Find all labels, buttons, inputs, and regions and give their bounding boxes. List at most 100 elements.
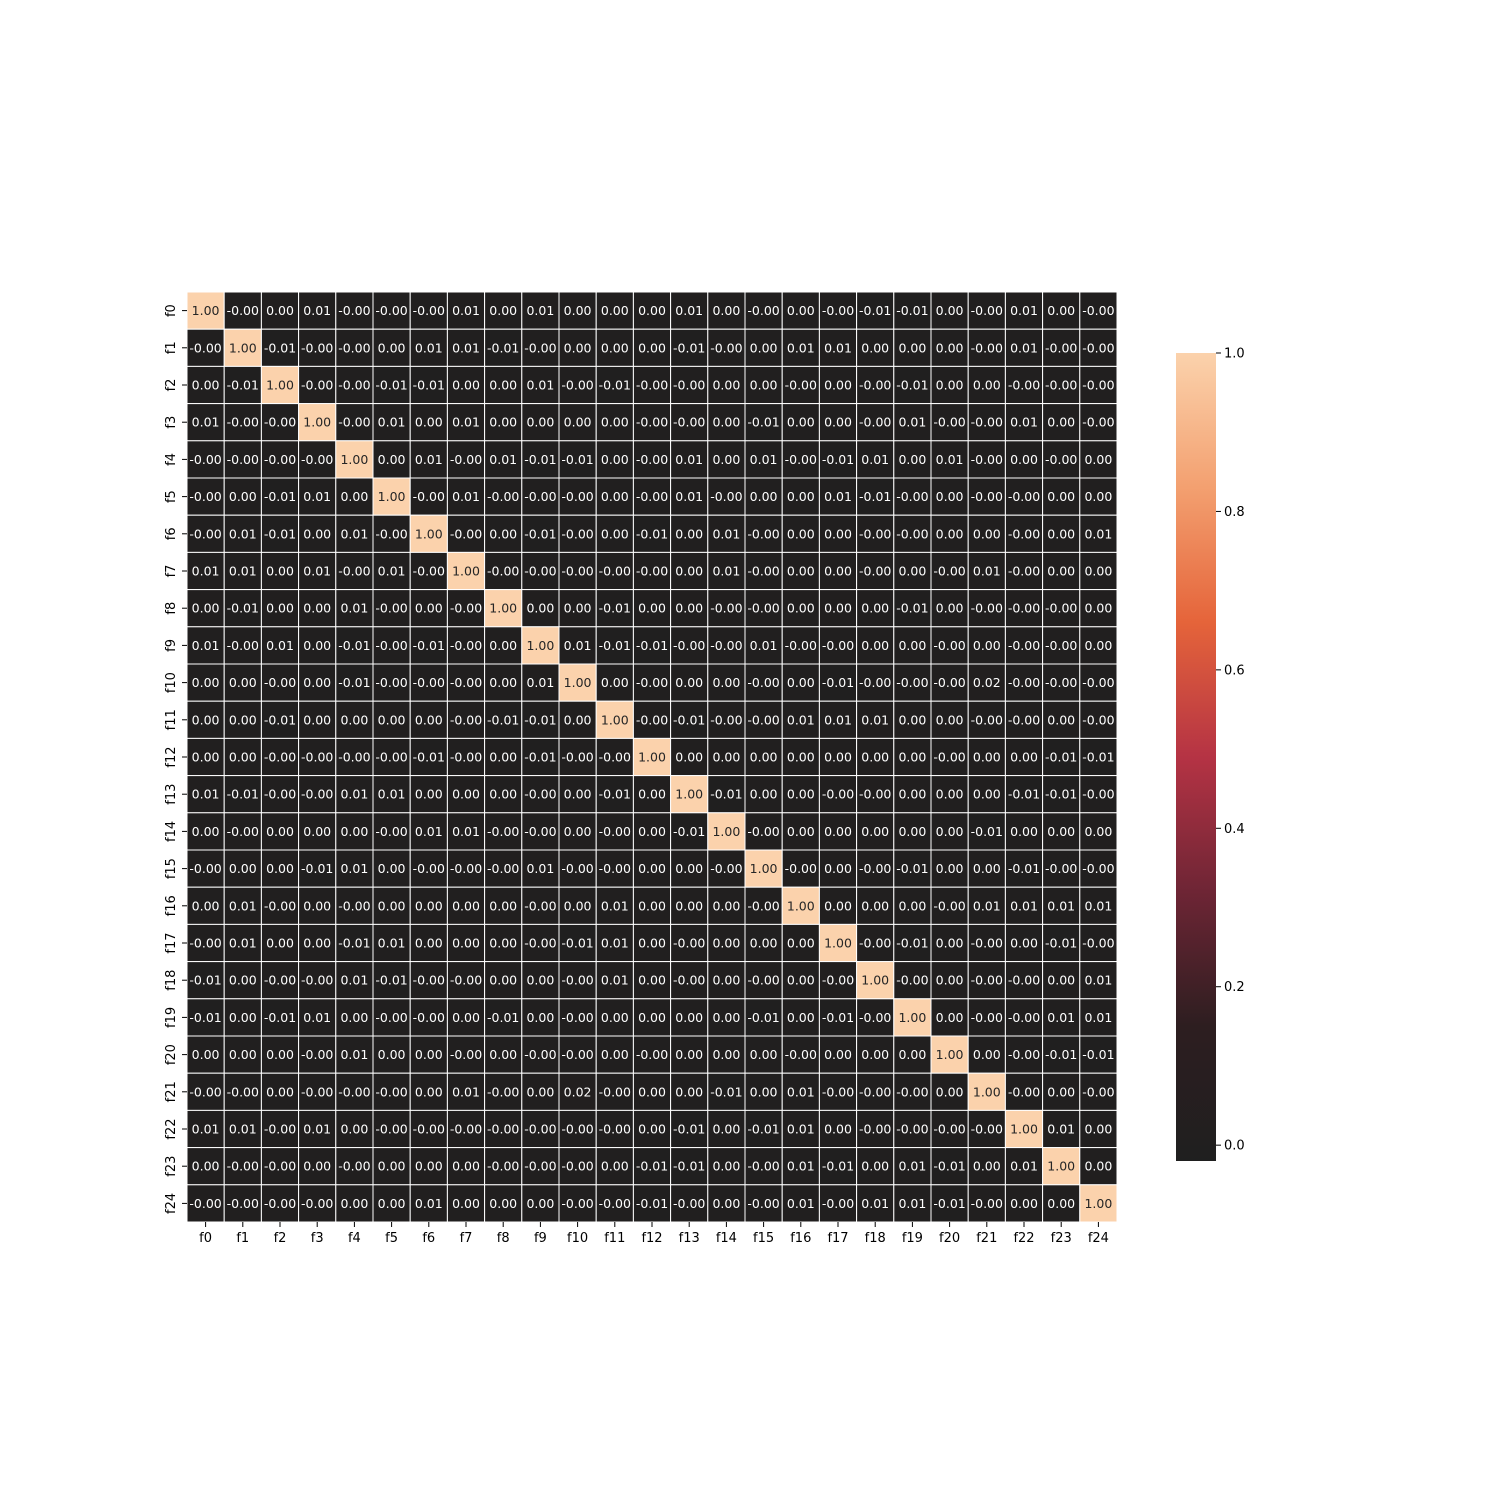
y-tick-label: f17 (164, 932, 179, 953)
cell-value-label: 0.00 (378, 861, 406, 876)
cell-value-label: -0.00 (822, 303, 854, 318)
cell-value-label: 0.00 (787, 675, 815, 690)
heatmap-cell-18-0 (186, 961, 225, 1000)
heatmap-cell-7-11 (595, 551, 634, 591)
heatmap-cell-18-8 (484, 961, 523, 1000)
cell-value-label: -0.00 (673, 973, 705, 988)
cell-value-label: -0.00 (561, 750, 593, 765)
heatmap-cell-0-17 (818, 291, 858, 330)
heatmap-cell-3-22 (1004, 403, 1044, 442)
heatmap-cell-9-11 (595, 626, 634, 665)
cell-value-label: -0.00 (896, 526, 928, 541)
cell-value-label: -0.00 (524, 936, 556, 951)
cell-value-label: -0.00 (264, 452, 296, 467)
cell-value-label: 0.01 (675, 452, 703, 467)
heatmap-cell-14-6 (409, 812, 448, 851)
heatmap-cell-13-14 (707, 775, 746, 814)
heatmap-cell-10-7 (446, 663, 486, 702)
cell-value-label: 0.00 (564, 898, 592, 913)
heatmap-cell-4-6 (409, 440, 448, 479)
cell-value-label: -0.00 (375, 824, 407, 839)
cell-value-label: 0.01 (378, 564, 406, 579)
colorbar: 0.0 0.2 0.4 0.6 0.8 1.0 (1176, 347, 1245, 1161)
cell-value-label: 0.00 (526, 973, 554, 988)
heatmap-cell-21-4 (335, 1072, 374, 1111)
cell-value-label: 0.00 (229, 489, 257, 504)
heatmap-cell-21-22 (1004, 1072, 1044, 1111)
heatmap-cell-7-18 (856, 551, 895, 591)
cell-value-label: -0.01 (301, 861, 333, 876)
cell-value-label: 0.00 (303, 526, 331, 541)
cell-value-label: -0.00 (1082, 787, 1114, 802)
cell-value-label: -0.00 (636, 489, 668, 504)
heatmap-cell-4-15 (744, 440, 783, 479)
heatmap-cell-24-5 (372, 1184, 411, 1223)
cell-value-label: 0.00 (489, 1196, 517, 1211)
heatmap-cell-0-19 (893, 291, 932, 330)
colorbar-tick-label: 0.6 (1224, 663, 1245, 678)
heatmap-cell-20-21 (967, 1035, 1006, 1074)
cell-value-label: -0.00 (710, 340, 742, 355)
cell-value-label: 0.01 (266, 638, 294, 653)
heatmap-cell-12-13 (670, 737, 709, 777)
heatmap-cell-17-19 (893, 923, 932, 963)
cell-value-label: 0.00 (192, 675, 220, 690)
cell-value-label: 0.00 (601, 452, 629, 467)
heatmap-cell-14-11 (595, 812, 634, 851)
cell-value-label: -0.00 (785, 1047, 817, 1062)
cell-value-label: 0.01 (824, 340, 852, 355)
cell-value-label: -0.01 (599, 787, 631, 802)
heatmap-cell-9-10 (558, 626, 597, 665)
cell-value-label: -0.01 (971, 824, 1003, 839)
cell-value-label: 0.01 (340, 973, 368, 988)
heatmap-cell-16-2 (260, 886, 300, 925)
cell-value-label: -0.00 (338, 1159, 370, 1174)
heatmap-cell-8-10 (558, 589, 597, 628)
heatmap-cell-24-16 (781, 1184, 820, 1223)
heatmap-cell-8-5 (372, 589, 411, 628)
cell-value-label: -0.00 (747, 303, 779, 318)
cell-value-label: -0.01 (673, 824, 705, 839)
heatmap-cell-18-11 (595, 961, 634, 1000)
cell-value-label: 0.00 (452, 936, 480, 951)
heatmap-cell-10-18 (856, 663, 895, 702)
cell-value-label: 0.01 (489, 452, 517, 467)
cell-value-label: 0.00 (750, 340, 778, 355)
heatmap-cell-6-10 (558, 514, 597, 553)
cell-value-label: 0.00 (675, 564, 703, 579)
heatmap-cell-1-10 (558, 328, 597, 367)
cell-value-label: -0.00 (524, 340, 556, 355)
heatmap-cell-24-9 (521, 1184, 560, 1223)
heatmap-cell-17-2 (260, 923, 300, 963)
cell-value-label: 0.00 (638, 787, 666, 802)
heatmap-cell-6-4 (335, 514, 374, 553)
heatmap-cell-13-2 (260, 775, 300, 814)
cell-value-label: 0.00 (452, 1159, 480, 1174)
heatmap-cell-10-14 (707, 663, 746, 702)
heatmap-cell-4-22 (1004, 440, 1044, 479)
cell-value-label: -0.00 (450, 675, 482, 690)
cell-value-label: 0.01 (415, 340, 443, 355)
heatmap-cell-5-2 (260, 477, 300, 516)
cell-value-label: 0.00 (229, 1010, 257, 1025)
heatmap-cell-21-19 (893, 1072, 932, 1111)
heatmap-cell-10-5 (372, 663, 411, 702)
heatmap-cell-10-15 (744, 663, 783, 702)
y-tick-label: f19 (164, 1007, 179, 1028)
heatmap-cell-4-11 (595, 440, 634, 479)
heatmap-cell-3-9 (521, 403, 560, 442)
cell-value-label: 0.00 (936, 303, 964, 318)
cell-value-label: 0.00 (712, 750, 740, 765)
heatmap-cell-0-7 (446, 291, 486, 330)
heatmap-cell-12-9 (521, 737, 560, 777)
heatmap-cell-21-12 (632, 1072, 672, 1111)
cell-value-label: -0.00 (413, 564, 445, 579)
heatmap-cell-14-1 (223, 812, 262, 851)
heatmap-cell-7-5 (372, 551, 411, 591)
cell-value-label: 0.00 (973, 1159, 1001, 1174)
cell-value-label: -0.00 (561, 973, 593, 988)
cell-value-label: 0.00 (526, 1196, 554, 1211)
cell-value-label: -0.00 (747, 712, 779, 727)
cell-value-label: 0.00 (638, 898, 666, 913)
heatmap-cell-19-15 (744, 998, 783, 1037)
